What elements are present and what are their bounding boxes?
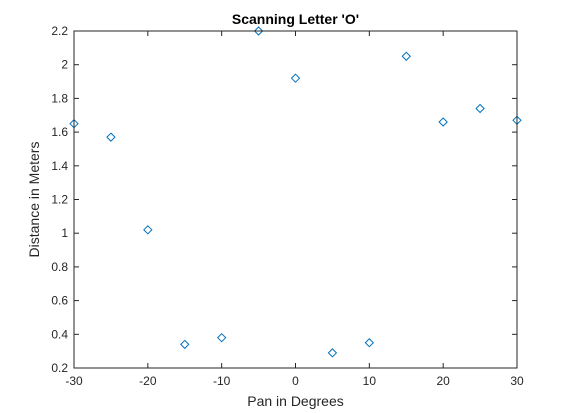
data-point	[180, 339, 190, 350]
y-axis-label: Distance in Meters	[26, 142, 42, 258]
x-tick-label: 0	[292, 374, 299, 388]
x-tick-label: 20	[436, 374, 450, 388]
data-point	[401, 51, 411, 61]
x-tick-label: -20	[139, 374, 157, 388]
data-point	[438, 117, 448, 127]
y-tick-label: 1.8	[51, 91, 68, 105]
y-tick-label: 0.2	[51, 361, 68, 375]
tick-labels: -30 -20 -10 0 10 20 30 0.2 0.4 0.6 0.8 1 1.2 1.4 1.6 1.…	[51, 24, 524, 388]
y-tick-label: 1.2	[51, 193, 68, 207]
axes-box	[73, 30, 518, 369]
y-tick-label: 2	[61, 58, 68, 72]
y-tick-label: 1.6	[51, 125, 68, 139]
y-tick-label: 1.4	[51, 159, 68, 173]
y-tick-label: 0.8	[51, 260, 68, 274]
x-axis-label: Pan in Degrees	[247, 393, 344, 409]
x-tick-label: -10	[213, 374, 231, 388]
data-point	[106, 132, 116, 142]
x-tick-label: -30	[65, 374, 83, 388]
x-tick-label: 10	[363, 374, 377, 388]
y-tick-label: 1	[61, 226, 68, 240]
x-tick-label: 30	[510, 374, 524, 388]
data-point	[143, 225, 153, 235]
data-point	[253, 26, 264, 36]
chart-title: Scanning Letter 'O'	[232, 11, 359, 27]
y-tick-label: 0.4	[51, 327, 68, 341]
data-point	[364, 338, 375, 348]
data-point	[327, 348, 338, 358]
data-point	[290, 73, 301, 83]
y-tick-label: 0.6	[51, 294, 68, 308]
y-tick-label: 2.2	[51, 24, 68, 38]
data-point	[216, 332, 227, 343]
data-point	[475, 103, 485, 114]
plot-area	[74, 31, 517, 368]
data-points	[69, 26, 522, 358]
